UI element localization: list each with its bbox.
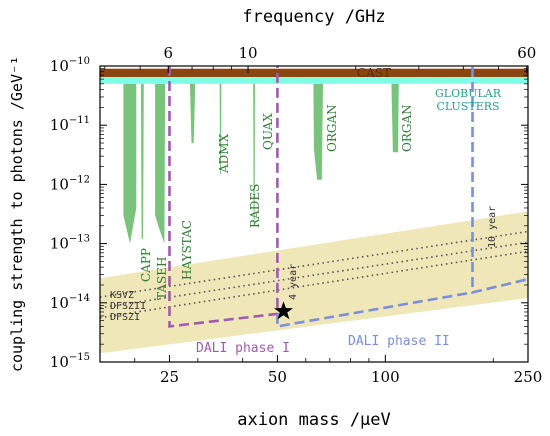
y-tick-label: 10−10 bbox=[50, 56, 90, 75]
excluded-regions bbox=[100, 68, 528, 84]
marker bbox=[274, 301, 293, 320]
experiment-organ-area bbox=[391, 83, 399, 153]
experiment-label-quax: QUAX bbox=[261, 113, 275, 150]
y-tick-label: 10−13 bbox=[50, 234, 90, 253]
qcd-band bbox=[100, 211, 528, 354]
experiment-label-organ: ORGAN bbox=[325, 104, 339, 152]
x-tick-label: 250 bbox=[514, 368, 543, 386]
qcd-band-area bbox=[100, 211, 528, 354]
axes: 25 50 100 250 6 10 60 10−10 10−11 10−12 10−13 10−14… bbox=[50, 44, 543, 386]
phase-1-label: DALI phase I bbox=[196, 341, 290, 356]
x-top-tick-label: 10 bbox=[238, 44, 257, 62]
dali-phases bbox=[168, 66, 528, 328]
x-tick-label: 100 bbox=[371, 368, 400, 386]
model-label-ksvz: KSVZ bbox=[110, 290, 134, 301]
experiment-haystac-area bbox=[155, 83, 166, 244]
model-label-dfszii: DFSZII bbox=[110, 301, 146, 312]
x-top-tick-label: 60 bbox=[517, 44, 536, 62]
phase-2-label: DALI phase II bbox=[348, 334, 450, 349]
experiment-quax-area bbox=[253, 83, 255, 226]
model-label-dfszi: DFSZI bbox=[110, 312, 140, 323]
x-tick-label: 25 bbox=[160, 368, 179, 386]
model-line-ksvz bbox=[100, 230, 528, 298]
star-marker bbox=[274, 301, 293, 320]
x-top-axis-label: frequency /GHz bbox=[242, 7, 385, 27]
region-globular-clusters bbox=[100, 77, 528, 84]
x-axis-label: axion mass /µeV bbox=[237, 410, 391, 430]
experiment-label-capp: CAPP bbox=[139, 248, 153, 282]
experiment-label-rades: RADES bbox=[248, 184, 262, 228]
phase-2-years-label: 10 year bbox=[487, 206, 498, 248]
model-line-dfszii bbox=[100, 241, 528, 309]
model-line-dfszi bbox=[100, 250, 528, 319]
region-cast bbox=[100, 68, 528, 78]
experiment-label-admx: ADMX bbox=[217, 133, 231, 174]
plot-frame bbox=[99, 65, 529, 363]
experiment-taseh-area bbox=[140, 83, 144, 239]
experiment-rades-area bbox=[219, 83, 222, 174]
x-top-tick-label: 6 bbox=[163, 44, 173, 62]
y-tick-label: 10−11 bbox=[50, 115, 90, 134]
y-tick-label: 10−12 bbox=[50, 174, 90, 193]
phase-1-years-label: 4 year bbox=[288, 264, 299, 300]
experiment-label-haystac: HAYSTAC bbox=[180, 220, 194, 280]
experiment-limits bbox=[123, 83, 399, 244]
model-lines bbox=[100, 230, 528, 319]
region-label-globular-clusters: CLUSTERS bbox=[436, 100, 499, 113]
y-axis-label: coupling strength to photons /GeV⁻¹ bbox=[8, 56, 26, 372]
x-tick-label: 50 bbox=[268, 368, 287, 386]
experiment-capp-area bbox=[123, 83, 137, 244]
y-tick-label: 10−14 bbox=[50, 293, 90, 312]
region-label-globular-clusters: GLOBULAR bbox=[435, 87, 502, 100]
y-tick-label: 10−15 bbox=[50, 352, 90, 371]
experiment-label-organ: ORGAN bbox=[400, 104, 414, 152]
experiment-label-taseh: TASEH bbox=[155, 257, 169, 300]
experiment-organ-area bbox=[313, 83, 323, 180]
experiment-admx-area bbox=[189, 83, 196, 143]
region-label-cast: CAST bbox=[357, 66, 391, 80]
phase-2-line bbox=[276, 66, 528, 328]
